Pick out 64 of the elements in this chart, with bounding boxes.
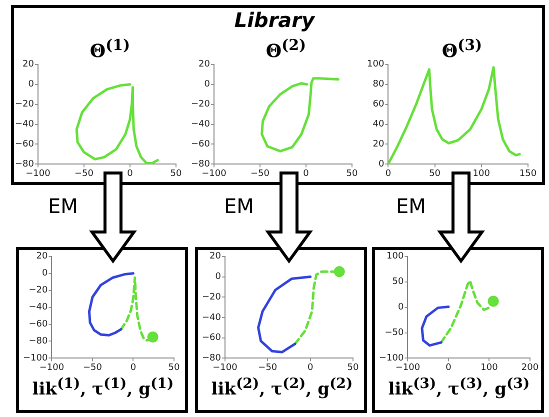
x-tick-label: 50 [346, 168, 358, 179]
text: EM [223, 194, 255, 218]
x-tick-label: −50 [250, 168, 270, 179]
x-axis-title: lik$^{(3)}$, τ$^{(3)}$, g$^{(3)}$ [387, 376, 531, 400]
y-tick-label: −60 [190, 140, 210, 150]
y-tick-label: 40 [372, 120, 384, 130]
y-tick-label: −60 [14, 140, 34, 150]
y-tick-label: −50 [384, 328, 404, 338]
y-tick-label: −100 [378, 354, 404, 364]
y-tick-label: −20 [14, 100, 34, 110]
y-tick-label: 0 [398, 302, 404, 313]
y-tick-label: −40 [14, 120, 34, 130]
y-tick-label: 20 [198, 60, 210, 70]
x-tick-label: 0 [127, 168, 134, 179]
y-tick-label: 50 [392, 277, 404, 288]
y-tick-label: −80 [14, 160, 34, 170]
x-tick-label: −50 [258, 362, 278, 373]
y-tick-label: −40 [190, 120, 210, 130]
y-tick-label: −20 [190, 100, 210, 110]
y-tick-label: −80 [202, 354, 222, 364]
x-tick-label: 0 [303, 168, 310, 179]
chart-title: Θ$^{(2)}$ [264, 36, 308, 62]
y-tick-label: 0 [28, 80, 34, 90]
y-tick-label: −40 [28, 302, 48, 313]
x-tick-label: 0 [130, 362, 136, 373]
x-axis-title: lik$^{(1)}$, τ$^{(1)}$, g$^{(1)}$ [31, 376, 175, 400]
y-tick-label: 100 [366, 60, 384, 70]
y-tick-label: 20 [36, 252, 48, 262]
x-tick-label: −50 [82, 362, 102, 373]
y-tick-label: 0 [42, 268, 48, 279]
x-tick-label: 50 [170, 168, 182, 179]
y-tick-label: −20 [28, 286, 48, 296]
y-tick-label: 60 [372, 100, 384, 110]
x-tick-label: 150 [519, 168, 537, 179]
x-tick-label: 100 [480, 362, 498, 373]
x-tick-label: −50 [74, 168, 94, 179]
y-tick-label: 100 [386, 252, 404, 262]
y-tick-label: 20 [372, 140, 384, 150]
chart-title: Θ$^{(3)}$ [440, 36, 484, 62]
x-tick-label: 0 [446, 362, 452, 373]
y-tick-label: 0 [378, 160, 384, 170]
text: Library [233, 8, 316, 32]
y-tick-label: −60 [202, 333, 222, 344]
x-axis-title: lik$^{(2)}$, τ$^{(2)}$, g$^{(2)}$ [210, 376, 354, 400]
y-tick-label: 20 [210, 252, 222, 262]
y-tick-label: 0 [215, 272, 222, 282]
chart-title: Θ$^{(1)}$ [88, 36, 132, 62]
y-tick-label: −80 [28, 336, 48, 347]
x-tick-label: 50 [347, 362, 359, 373]
text: EM [395, 194, 427, 218]
y-tick-label: −80 [190, 160, 210, 170]
y-tick-label: −100 [22, 354, 48, 364]
y-tick-label: −60 [28, 320, 48, 330]
y-tick-label: −40 [202, 312, 222, 323]
x-tick-label: 0 [307, 362, 314, 373]
x-tick-label: 200 [521, 362, 539, 373]
text: EM [47, 194, 79, 218]
x-tick-label: 50 [429, 168, 441, 179]
y-tick-label: 0 [204, 80, 210, 90]
y-tick-label: 80 [372, 80, 384, 90]
x-tick-label: 50 [168, 362, 180, 373]
y-tick-label: −20 [202, 292, 222, 302]
y-tick-label: 20 [22, 60, 34, 70]
x-tick-label: 100 [472, 168, 490, 179]
